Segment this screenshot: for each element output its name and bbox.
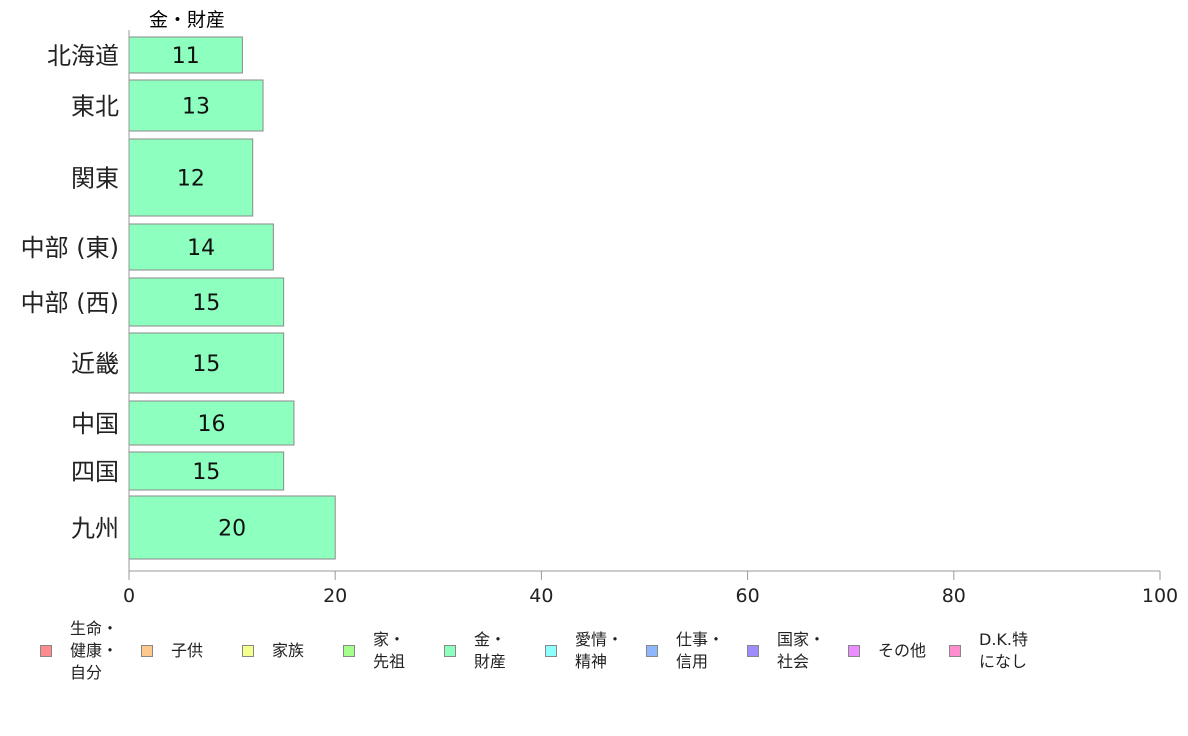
- legend-swatch: [242, 645, 254, 657]
- category-label: 中国: [71, 410, 119, 438]
- bar-row: 中部 (東) 14: [21, 223, 274, 271]
- bar-row: 東北 13: [71, 79, 264, 132]
- bar: [128, 79, 264, 132]
- x-tick-label: 100: [1142, 585, 1178, 607]
- legend-swatch: [646, 645, 658, 657]
- category-label: 関東: [71, 165, 119, 193]
- bar-row: 中部 (西) 15: [21, 277, 285, 327]
- category-label: 中部 (西): [21, 289, 119, 317]
- x-tick-label: 80: [942, 585, 966, 607]
- legend: 生命・ 健康・ 自分 子供 家族 家・ 先祖 金・ 財産 愛情・ 精神 仕事・ 信用 国家・ …: [0, 618, 1188, 698]
- category-label: 北海道: [47, 42, 119, 70]
- bar-value-label: 16: [197, 412, 225, 437]
- category-label: 四国: [71, 458, 119, 486]
- bar-row: 九州 20: [71, 495, 336, 560]
- legend-swatch: [141, 645, 153, 657]
- bar-value-label: 14: [187, 236, 215, 261]
- legend-label: 子供: [171, 641, 204, 660]
- bar: [128, 36, 243, 74]
- bar-value-label: 11: [172, 44, 200, 69]
- bar: [128, 277, 285, 327]
- legend-label: その他: [878, 641, 927, 660]
- x-tick-label: 40: [529, 585, 553, 607]
- series-header-label: 金・財産: [149, 9, 225, 31]
- bar-row: 北海道 11: [47, 36, 243, 74]
- category-label: 九州: [71, 515, 119, 543]
- x-tick-label: 60: [736, 585, 760, 607]
- bar-row: 四国 15: [71, 451, 285, 491]
- legend-swatch: [949, 645, 961, 657]
- bar-value-label: 15: [192, 460, 220, 485]
- category-label: 中部 (東): [21, 234, 119, 262]
- category-label: 近畿: [71, 350, 119, 378]
- legend-label: 仕事・ 信用: [676, 630, 725, 671]
- category-label: 東北: [71, 93, 119, 121]
- x-axis: 0 20 40 60 80 100: [123, 30, 1178, 607]
- legend-swatch: [747, 645, 759, 657]
- legend-label: D.K.特 になし: [979, 630, 1028, 671]
- bar-value-label: 20: [218, 517, 246, 542]
- legend-swatch: [848, 645, 860, 657]
- bar: [128, 223, 274, 271]
- x-tick-label: 0: [123, 585, 135, 607]
- legend-label: 愛情・ 精神: [575, 630, 624, 671]
- bar: [128, 400, 295, 446]
- legend-swatch: [343, 645, 355, 657]
- bar-chart: 金・財産 北海道 11 東北 13 関東 12 中部 (東) 14 中部 (西) 15 近畿 15 中国…: [21, 9, 1178, 607]
- legend-swatch: [40, 645, 52, 657]
- legend-label: 金・ 財産: [474, 630, 507, 671]
- bar: [128, 138, 254, 217]
- legend-label: 家族: [272, 641, 305, 660]
- legend-label: 国家・ 社会: [777, 630, 826, 671]
- bar-row: 中国 16: [71, 400, 295, 446]
- x-tick-label: 20: [323, 585, 347, 607]
- bar-value-label: 12: [177, 167, 205, 192]
- legend-label: 生命・ 健康・ 自分: [70, 619, 119, 682]
- bar-row: 近畿 15: [71, 332, 285, 394]
- bar-value-label: 15: [192, 291, 220, 316]
- legend-swatch: [545, 645, 557, 657]
- legend-swatch: [444, 645, 456, 657]
- bar-value-label: 15: [192, 352, 220, 377]
- legend-label: 家・ 先祖: [373, 630, 406, 671]
- bar-value-label: 13: [182, 95, 210, 120]
- bar: [128, 332, 285, 394]
- bar-row: 関東 12: [71, 138, 254, 217]
